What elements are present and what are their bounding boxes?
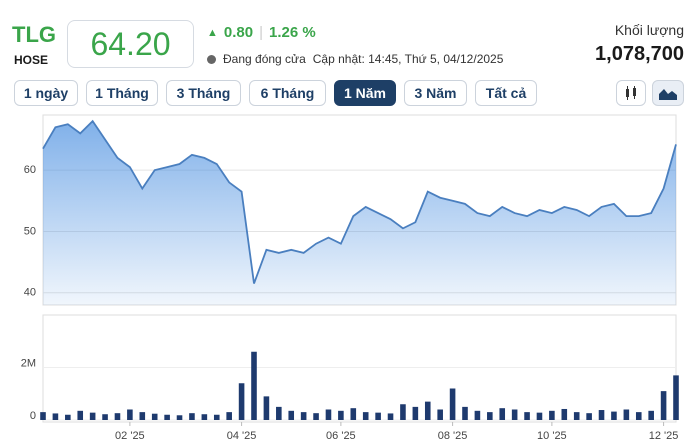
volume-bar [276, 406, 282, 420]
volume-bar [114, 413, 121, 420]
x-tick-label: 06 '25 [326, 430, 356, 442]
range-button[interactable]: 1 Năm [334, 80, 396, 106]
volume-bar [375, 412, 381, 420]
volume-bar [561, 408, 568, 420]
volume-bar [176, 415, 183, 420]
volume-bar [524, 412, 530, 420]
symbol: TLG [12, 22, 56, 47]
volume-bar [536, 412, 543, 420]
volume-bar [65, 414, 71, 420]
volume-bar [263, 396, 270, 420]
volume-bar [52, 413, 59, 420]
change-pct: 1.26 % [269, 24, 316, 41]
volume-bar [213, 414, 220, 420]
y-tick-label: 60 [24, 164, 36, 176]
area-button[interactable] [652, 80, 684, 106]
status-row: Đang đóng cửa Cập nhật: 14:45, Thứ 5, 04… [207, 52, 503, 66]
status: Đang đóng cửa [223, 52, 306, 66]
volume-bar [102, 414, 108, 420]
volume-bar [77, 410, 84, 420]
volume-bar [400, 404, 406, 420]
range-button[interactable]: 3 Tháng [166, 80, 241, 106]
volume-bar [586, 413, 592, 420]
volume-bar [412, 406, 419, 420]
volume-bar [623, 409, 630, 420]
volume-bar [424, 401, 431, 420]
volume-frame [42, 314, 677, 423]
x-tick-label: 12 '25 [649, 430, 679, 442]
volume-bar [449, 388, 456, 420]
volume-bar [487, 412, 493, 420]
volume-bar [598, 410, 605, 420]
volume-bar [474, 410, 481, 420]
y-tick-label: 0 [30, 410, 36, 422]
volume-bar [499, 408, 506, 420]
volume-bar [288, 410, 295, 420]
range-button[interactable]: 3 Năm [404, 80, 467, 106]
volume-bar [673, 375, 679, 420]
change-value: 0.80 [223, 24, 254, 41]
price-text: 64.20 [90, 25, 171, 62]
y-tick-label: 50 [24, 225, 36, 237]
status-dot [207, 54, 216, 64]
volume-bar [462, 406, 468, 420]
volume-bar [151, 413, 158, 420]
volume-bar [350, 408, 357, 420]
volume-bar [201, 414, 208, 420]
volume-bar [338, 410, 344, 420]
range-button[interactable]: 1 ngày [14, 80, 78, 106]
volume-bar [325, 409, 332, 420]
volume-bar [437, 409, 443, 420]
volume-bar [238, 383, 245, 420]
x-tick-label: 04 '25 [227, 430, 257, 442]
volume-bar [511, 409, 518, 420]
range-button[interactable]: Tất cả [475, 80, 537, 106]
volume-bar [89, 412, 96, 420]
up-arrow: ▲ [207, 27, 218, 39]
volume-bar [648, 410, 654, 420]
volume-bar [164, 414, 170, 420]
volume-bar [635, 412, 642, 420]
area-fill [43, 121, 676, 306]
exchange: HOSE [14, 53, 49, 67]
updated: Cập nhật: 14:45, Thứ 5, 04/12/2025 [312, 52, 504, 66]
range-button[interactable]: 1 Tháng [86, 80, 158, 106]
volume-bar [387, 413, 394, 420]
area-icon [659, 89, 677, 100]
volume-bar [251, 351, 257, 420]
volume-bar [226, 412, 232, 420]
candle-button[interactable] [616, 80, 646, 106]
volume: 1,078,700 [595, 43, 684, 65]
x-tick-label: 02 '25 [115, 430, 145, 442]
volume-bar [40, 412, 46, 420]
volume-bar [313, 413, 319, 420]
volume-bar [611, 411, 617, 420]
price-line [42, 119, 677, 284]
volume-label: Khối lượng [614, 22, 684, 38]
separator: | [259, 24, 263, 41]
y-tick-label: 2M [21, 357, 36, 369]
change: ▲ 0.80 | 1.26 % [207, 24, 316, 42]
y-tick-label: 40 [24, 287, 36, 299]
volume-bar [189, 413, 195, 420]
range-button[interactable]: 6 Tháng [249, 80, 326, 106]
x-tick-label: 10 '25 [537, 430, 567, 442]
volume-bar [573, 412, 580, 420]
volume-bar [660, 391, 667, 420]
price: 64.20 [67, 20, 194, 68]
volume-bar [139, 412, 146, 420]
x-tick-label: 08 '25 [438, 430, 468, 442]
volume-bar [362, 412, 369, 420]
candle-icon [626, 86, 636, 100]
volume-bar [549, 410, 555, 420]
volume-bar [127, 409, 133, 420]
volume-bar [300, 412, 307, 420]
